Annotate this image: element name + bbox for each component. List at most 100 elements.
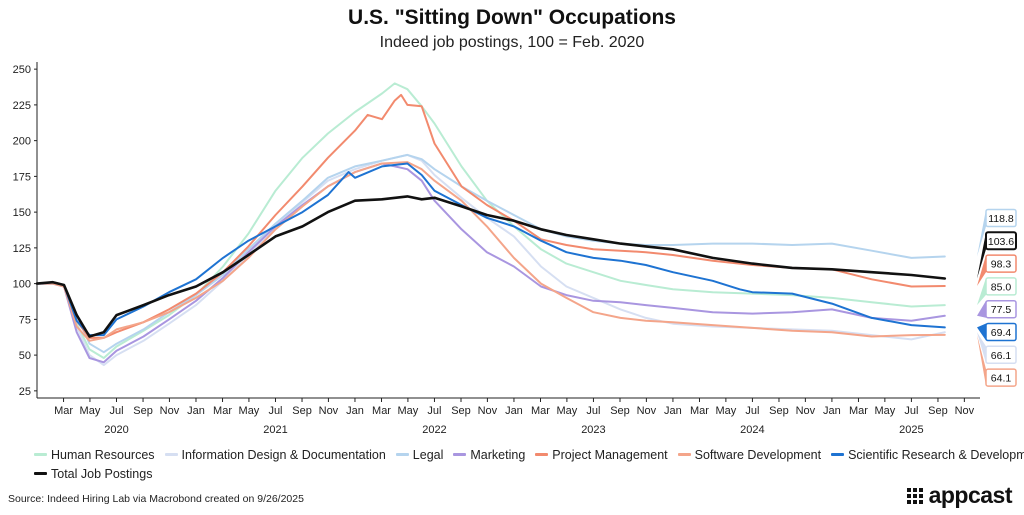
legend-row: Total Job Postings (34, 464, 1014, 483)
y-tick-label: 225 (13, 100, 31, 112)
end-label-value: 85.0 (991, 281, 1012, 293)
end-label-box (985, 277, 1017, 296)
y-tick-label: 50 (19, 350, 31, 362)
legend-item: Software Development (677, 447, 822, 462)
x-tick-label: Sep (451, 405, 471, 417)
legend-label: Marketing (470, 447, 526, 462)
end-label-pointer (977, 232, 986, 279)
series-line-marketing (36, 162, 946, 364)
x-tick-label: Jan (823, 405, 841, 417)
legend-label: Software Development (694, 447, 822, 462)
series-line-project-management (36, 93, 946, 339)
series-line-legal (36, 153, 946, 354)
y-tick-label: 125 (13, 243, 31, 255)
legend-label: Project Management (552, 447, 668, 462)
legend-swatch (677, 453, 691, 456)
y-tick-label: 175 (13, 171, 31, 183)
end-label-value: 98.3 (991, 259, 1012, 271)
x-tick-label: Nov (160, 405, 180, 417)
x-tick-label: Mar (213, 405, 232, 417)
end-label-value: 64.1 (991, 373, 1012, 385)
end-label-value: 103.6 (988, 236, 1014, 248)
x-tick-label: Nov (319, 405, 339, 417)
x-tick-label: May (874, 405, 895, 417)
appcast-logo-icon (906, 487, 923, 504)
x-tick-label: Jul (745, 405, 759, 417)
x-year-label: 2025 (899, 424, 923, 436)
series-line-total-job-postings (35, 195, 947, 338)
series-line-human-resources (36, 82, 946, 359)
x-tick-label: Jan (187, 405, 205, 417)
end-label-pointer (977, 332, 986, 364)
legend-label: Scientific Research & Development (848, 447, 1024, 462)
line-chart: 25 50 75 100 125 150 175 200 225 250 Mar May Jul Sep N… (13, 62, 1017, 436)
y-tick-label: 25 (19, 386, 31, 398)
x-tick-label: Jul (427, 405, 441, 417)
y-tick-label: 250 (13, 64, 31, 76)
x-year-label: 2024 (740, 424, 764, 436)
y-tick-label: 100 (13, 279, 31, 291)
x-tick-label: Nov (796, 405, 816, 417)
legend-swatch (453, 453, 467, 456)
legend-label: Total Job Postings (51, 466, 153, 481)
end-label-value: 118.8 (988, 213, 1014, 225)
legend-swatch (395, 453, 409, 456)
chart-title: U.S. "Sitting Down" Occupations (348, 6, 676, 29)
x-tick-label: May (556, 405, 577, 417)
end-label-value: 66.1 (991, 350, 1012, 362)
x-tick-label: Nov (478, 405, 498, 417)
end-label-pointer (977, 323, 986, 341)
legend-item: Scientific Research & Development (831, 448, 1024, 462)
x-tick-label: Mar (54, 405, 73, 417)
x-tick-label: Jan (664, 405, 682, 417)
end-label-box (985, 345, 1017, 365)
end-label-value: 69.4 (991, 327, 1012, 339)
end-label-box (985, 322, 1017, 342)
x-tick-label: May (80, 405, 101, 417)
legend-label: Information Design & Documentation (181, 447, 386, 462)
x-tick-label: Nov (955, 405, 975, 417)
x-tick-label: May (715, 405, 736, 417)
end-label-pointer (977, 334, 986, 387)
end-label-box (985, 231, 1017, 251)
y-tick-label: 150 (13, 207, 31, 219)
series-line-information-design-documentation (36, 153, 946, 367)
legend-item: Legal (395, 448, 443, 462)
y-tick-label: 75 (19, 314, 31, 326)
x-tick-label: Jul (586, 405, 600, 417)
x-tick-label: Jul (904, 405, 918, 417)
legend-swatch (34, 453, 47, 456)
legend-swatch (34, 472, 47, 475)
legend-item: Total Job Postings (34, 467, 152, 481)
y-tick-label: 200 (13, 136, 31, 148)
end-label-pointer (977, 209, 986, 257)
legend-swatch (535, 453, 549, 456)
x-tick-label: Mar (372, 405, 391, 417)
legend-row: Human Resources Information Design & Docu… (34, 445, 1024, 464)
x-tick-label: Sep (133, 405, 153, 417)
x-tick-label: Sep (610, 405, 630, 417)
x-tick-label: Jan (346, 405, 364, 417)
x-tick-label: Jul (268, 405, 282, 417)
x-tick-label: Nov (637, 405, 657, 417)
x-year-label: 2022 (422, 424, 446, 436)
end-label-box (985, 299, 1017, 319)
legend-label: Human Resources (51, 447, 155, 462)
legend-item: Marketing (453, 448, 525, 462)
legend-swatch (831, 453, 845, 456)
legend-item: Project Management (535, 447, 668, 462)
x-year-label: 2020 (104, 424, 128, 436)
legend-item: Human Resources (34, 448, 155, 462)
end-label-pointer (977, 300, 986, 318)
x-tick-label: May (239, 405, 260, 417)
series-line-software-development (36, 161, 946, 342)
end-label-box (985, 208, 1017, 228)
x-year-label: 2021 (263, 424, 287, 436)
x-tick-label: Jul (109, 405, 123, 417)
x-tick-label: Sep (769, 405, 789, 417)
x-year-label: 2023 (581, 424, 605, 436)
x-tick-label: May (398, 405, 419, 417)
series-line-scientific-research-development (36, 162, 946, 337)
x-tick-label: Mar (690, 405, 709, 417)
x-tick-label: Jan (505, 405, 523, 417)
